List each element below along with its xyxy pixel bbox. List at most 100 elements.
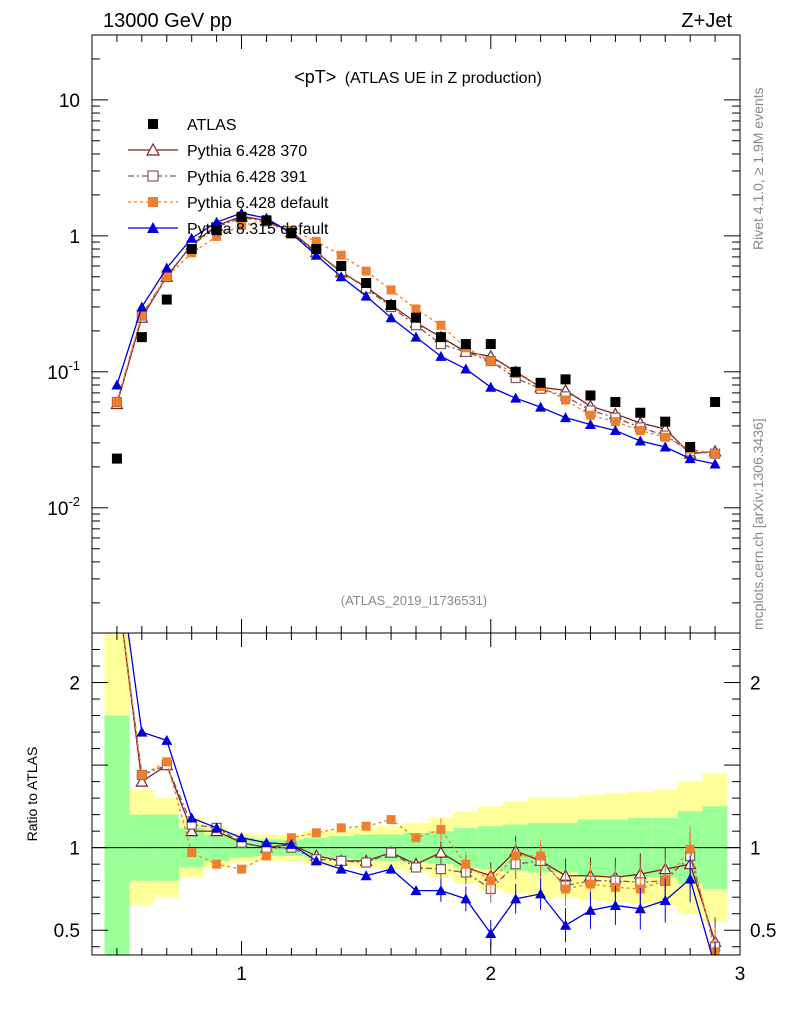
- data-point: [186, 244, 197, 255]
- ratio-point: [212, 859, 222, 869]
- series-point: [336, 250, 346, 260]
- ratio-point: [485, 928, 497, 939]
- data-point: [585, 390, 596, 401]
- data-point: [710, 396, 721, 407]
- legend-marker: [147, 222, 159, 233]
- ratio-point: [634, 903, 646, 914]
- ratio-point: [561, 884, 571, 894]
- series-point: [186, 232, 198, 243]
- ratio-y-tick-label-right: 0.5: [750, 921, 776, 942]
- series-point: [162, 272, 172, 282]
- ratio-y-tick-label: 1: [69, 839, 80, 860]
- y-tick-label: 10: [59, 91, 80, 112]
- data-point: [311, 244, 322, 255]
- ratio-point: [137, 770, 147, 780]
- series-point: [561, 395, 571, 405]
- legend-marker: [145, 142, 161, 156]
- series-point: [435, 350, 447, 361]
- series-point: [161, 262, 173, 273]
- series-point: [460, 363, 472, 374]
- series-point: [635, 426, 645, 436]
- series-point: [535, 401, 547, 412]
- series-point: [610, 417, 620, 427]
- ratio-y-tick-label-right: 2: [750, 674, 761, 695]
- ratio-point: [535, 888, 547, 899]
- series-point: [237, 221, 247, 231]
- ratio-series-pythia-8-315-default: [127, 633, 716, 955]
- x-tick-label: 2: [485, 964, 496, 985]
- series-point: [211, 216, 223, 227]
- ratio-point: [336, 823, 346, 833]
- series-point: [659, 441, 671, 452]
- ratio-point: [162, 757, 172, 767]
- rivet-label: Rivet 4.1.0, ≥ 1.9M events: [750, 87, 766, 250]
- data-point: [361, 278, 372, 289]
- ratio-point: [310, 855, 322, 866]
- legend-label: Pythia 6.428 370: [187, 143, 307, 160]
- series-point: [684, 453, 696, 464]
- series-point: [634, 435, 646, 446]
- ratio-point: [410, 862, 422, 873]
- data-point: [286, 227, 297, 238]
- series-point: [560, 412, 572, 423]
- ratio-point: [135, 774, 149, 787]
- ratio-point: [410, 885, 422, 896]
- data-point: [660, 416, 671, 427]
- series-point: [485, 381, 497, 392]
- data-point: [111, 453, 122, 464]
- ratio-point: [411, 833, 421, 843]
- series-point: [360, 290, 372, 301]
- series-point: [112, 397, 122, 407]
- series-point: [386, 285, 396, 295]
- legend: ATLAS Pythia 6.428 370 Pythia 6.428 391 Pyt…: [128, 117, 329, 238]
- ratio-point: [385, 863, 397, 874]
- ratio-point: [510, 893, 522, 904]
- ratio-point: [460, 893, 472, 904]
- legend-marker: [147, 170, 159, 182]
- ratio-point: [511, 851, 521, 861]
- series-point: [510, 392, 522, 403]
- data-point: [685, 441, 696, 452]
- data-point: [460, 339, 471, 350]
- y-tick-label: 10-2: [47, 494, 80, 520]
- ratio-ylabel: Ratio to ATLAS: [24, 747, 40, 842]
- plot-title-main: <pT>: [294, 67, 336, 87]
- ratio-point: [187, 848, 197, 858]
- ratio-point: [361, 821, 371, 831]
- ratio-plot-series: [122, 633, 722, 955]
- ratio-y-tick-label: 0.5: [54, 921, 80, 942]
- series-point: [411, 304, 421, 314]
- ratio-band-inner: [104, 715, 130, 955]
- legend-entry: Pythia 6.428 default: [128, 195, 329, 212]
- data-point: [635, 407, 646, 418]
- series-point: [709, 458, 721, 469]
- ratio-point: [185, 824, 199, 837]
- legend-entry: Pythia 6.428 370: [128, 142, 307, 160]
- data-point: [136, 332, 147, 343]
- ratio-point: [435, 885, 447, 896]
- header-right-label: Z+Jet: [681, 10, 732, 32]
- plot-title: <pT> (ATLAS UE in Z production): [294, 67, 542, 87]
- ratio-point: [461, 859, 471, 869]
- ratio-point: [585, 879, 595, 889]
- legend-entry: ATLAS: [148, 117, 237, 134]
- series-point: [385, 312, 397, 323]
- series-point: [111, 379, 123, 390]
- legend-marker: [148, 197, 158, 207]
- mcplots-label: mcplots.cern.ch [arXiv:1306.3436]: [750, 418, 766, 630]
- data-point: [435, 332, 446, 343]
- legend-label: Pythia 8.315 default: [187, 221, 329, 238]
- series-point: [410, 331, 422, 342]
- ratio-point: [360, 870, 372, 881]
- ratio-point: [536, 851, 546, 861]
- header-left-label: 13000 GeV pp: [103, 10, 232, 32]
- data-point: [336, 261, 347, 272]
- ratio-point: [584, 904, 596, 915]
- legend-label: Pythia 6.428 391: [187, 169, 307, 186]
- ratio-point: [385, 847, 397, 858]
- series-point: [136, 301, 148, 312]
- ratio-point: [609, 899, 621, 910]
- legend-label: Pythia 6.428 default: [187, 195, 329, 212]
- x-tick-label: 3: [735, 964, 746, 985]
- series-point: [660, 432, 670, 442]
